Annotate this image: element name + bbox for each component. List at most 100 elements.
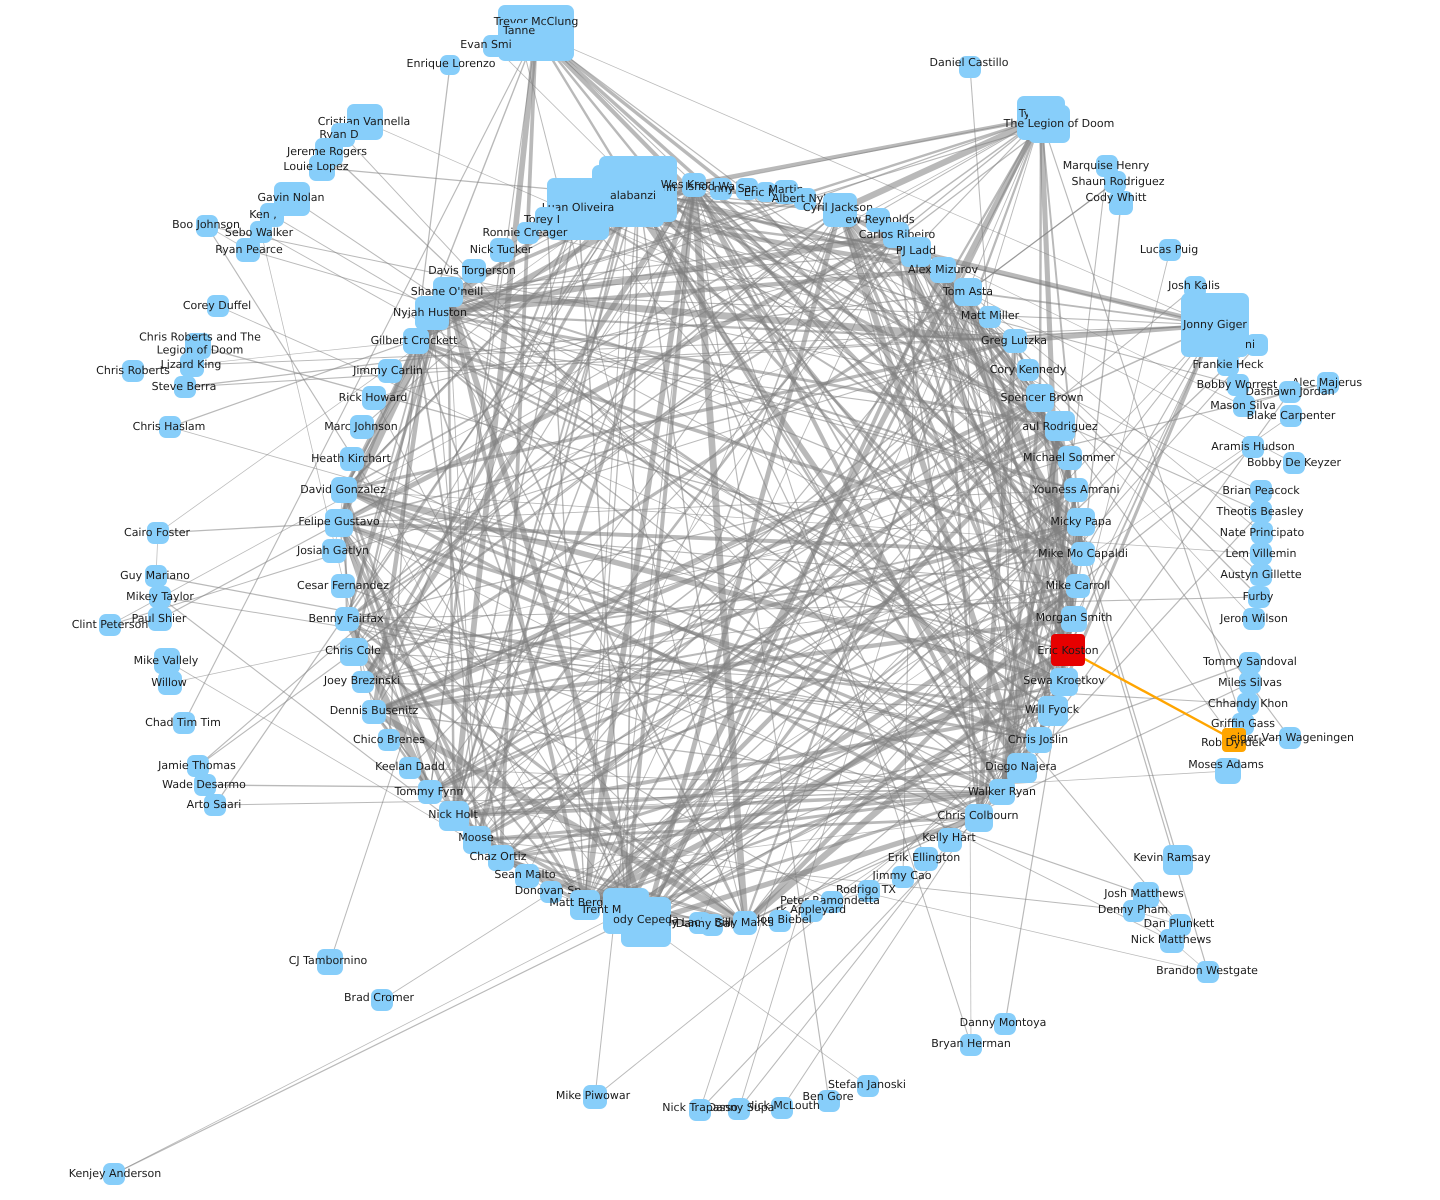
graph-node[interactable] bbox=[1163, 845, 1193, 875]
graph-node[interactable] bbox=[794, 188, 816, 210]
graph-node[interactable] bbox=[490, 238, 514, 262]
graph-node[interactable] bbox=[1028, 105, 1070, 143]
graph-node[interactable] bbox=[362, 386, 386, 410]
graph-node[interactable] bbox=[488, 845, 514, 871]
graph-node[interactable] bbox=[1243, 608, 1265, 630]
graph-node[interactable] bbox=[821, 891, 843, 913]
graph-node[interactable] bbox=[148, 607, 172, 631]
graph-node[interactable] bbox=[1050, 668, 1078, 696]
graph-node[interactable] bbox=[1250, 501, 1272, 523]
graph-node[interactable] bbox=[145, 565, 167, 587]
graph-node[interactable] bbox=[1109, 191, 1133, 215]
graph-node[interactable] bbox=[158, 671, 182, 695]
graph-node[interactable] bbox=[769, 910, 791, 932]
graph-node[interactable] bbox=[204, 794, 226, 816]
graph-node[interactable] bbox=[1279, 381, 1301, 403]
graph-node[interactable] bbox=[1283, 452, 1305, 474]
graph-node[interactable] bbox=[515, 864, 539, 888]
graph-node[interactable] bbox=[517, 222, 539, 244]
graph-node[interactable] bbox=[1250, 564, 1272, 586]
graph-node[interactable] bbox=[1026, 727, 1052, 753]
graph-node[interactable] bbox=[1250, 543, 1272, 565]
graph-node[interactable] bbox=[440, 55, 460, 75]
graph-node[interactable] bbox=[1003, 329, 1027, 353]
graph-node[interactable] bbox=[901, 237, 931, 267]
graph-node[interactable] bbox=[965, 804, 993, 832]
graph-node[interactable] bbox=[173, 712, 195, 734]
graph-node[interactable] bbox=[535, 207, 559, 231]
graph-node[interactable] bbox=[1239, 652, 1261, 674]
graph-node[interactable] bbox=[1222, 728, 1246, 752]
graph-node[interactable] bbox=[1233, 395, 1255, 417]
graph-node[interactable] bbox=[1237, 693, 1259, 715]
graph-node[interactable] bbox=[1246, 334, 1268, 356]
graph-node[interactable] bbox=[979, 306, 1001, 328]
graph-node[interactable] bbox=[1317, 372, 1339, 394]
graph-node[interactable] bbox=[938, 828, 962, 852]
graph-node[interactable] bbox=[954, 278, 982, 306]
graph-node[interactable] bbox=[1217, 354, 1239, 376]
graph-node[interactable] bbox=[583, 1085, 607, 1109]
graph-node[interactable] bbox=[1227, 374, 1249, 396]
graph-node[interactable] bbox=[892, 866, 914, 888]
graph-node[interactable] bbox=[371, 989, 393, 1011]
graph-node[interactable] bbox=[174, 376, 196, 398]
graph-node[interactable] bbox=[736, 178, 758, 200]
graph-node[interactable] bbox=[771, 1097, 793, 1119]
graph-node[interactable] bbox=[818, 1090, 840, 1112]
graph-node[interactable] bbox=[147, 522, 169, 544]
graph-node[interactable] bbox=[540, 881, 562, 903]
graph-node[interactable] bbox=[1067, 508, 1095, 536]
graph-node[interactable] bbox=[439, 801, 469, 831]
graph-node[interactable] bbox=[309, 155, 335, 181]
graph-node[interactable] bbox=[463, 826, 491, 854]
graph-node[interactable] bbox=[1123, 900, 1145, 922]
graph-node[interactable] bbox=[1250, 480, 1272, 502]
graph-node[interactable] bbox=[682, 173, 706, 197]
graph-node[interactable] bbox=[1160, 929, 1184, 953]
graph-node[interactable] bbox=[1215, 758, 1241, 784]
graph-node[interactable] bbox=[350, 415, 374, 439]
graph-node[interactable] bbox=[733, 911, 757, 935]
graph-node[interactable] bbox=[1280, 405, 1302, 427]
graph-node[interactable] bbox=[756, 182, 776, 202]
graph-node[interactable] bbox=[858, 880, 880, 902]
graph-node[interactable] bbox=[103, 1163, 125, 1185]
graph-node[interactable] bbox=[689, 1099, 711, 1121]
graph-node[interactable] bbox=[1181, 293, 1249, 357]
graph-node[interactable] bbox=[914, 847, 938, 871]
graph-node[interactable] bbox=[378, 729, 400, 751]
graph-node[interactable] bbox=[236, 238, 260, 262]
graph-node[interactable] bbox=[1066, 574, 1090, 598]
graph-node[interactable] bbox=[728, 1098, 750, 1120]
graph-node[interactable] bbox=[403, 328, 429, 354]
graph-node[interactable] bbox=[159, 416, 181, 438]
graph-node[interactable] bbox=[331, 574, 355, 598]
graph-node[interactable] bbox=[823, 193, 857, 227]
graph-node[interactable] bbox=[250, 221, 272, 243]
graph-node[interactable] bbox=[1239, 672, 1261, 694]
graph-node[interactable] bbox=[196, 215, 218, 237]
graph-node[interactable] bbox=[1017, 359, 1039, 381]
graph-node[interactable] bbox=[1248, 586, 1270, 608]
graph-node[interactable] bbox=[154, 648, 180, 674]
graph-node[interactable] bbox=[960, 1034, 982, 1056]
graph-node[interactable] bbox=[462, 259, 486, 283]
graph-node[interactable] bbox=[710, 178, 732, 200]
graph-node[interactable] bbox=[322, 539, 346, 563]
graph-node[interactable] bbox=[1184, 276, 1206, 298]
graph-node[interactable] bbox=[1051, 634, 1085, 666]
graph-node[interactable] bbox=[207, 295, 229, 317]
graph-node[interactable] bbox=[99, 614, 121, 636]
graph-node[interactable] bbox=[340, 638, 368, 666]
graph-node[interactable] bbox=[340, 447, 364, 471]
graph-node[interactable] bbox=[989, 779, 1015, 805]
graph-node[interactable] bbox=[149, 586, 171, 608]
graph-node[interactable] bbox=[621, 897, 671, 947]
graph-node[interactable] bbox=[325, 509, 353, 537]
graph-node[interactable] bbox=[1071, 542, 1095, 566]
graph-node[interactable] bbox=[331, 477, 357, 503]
graph-node[interactable] bbox=[335, 607, 359, 631]
graph-node[interactable] bbox=[1279, 727, 1301, 749]
graph-node[interactable] bbox=[1026, 384, 1054, 412]
